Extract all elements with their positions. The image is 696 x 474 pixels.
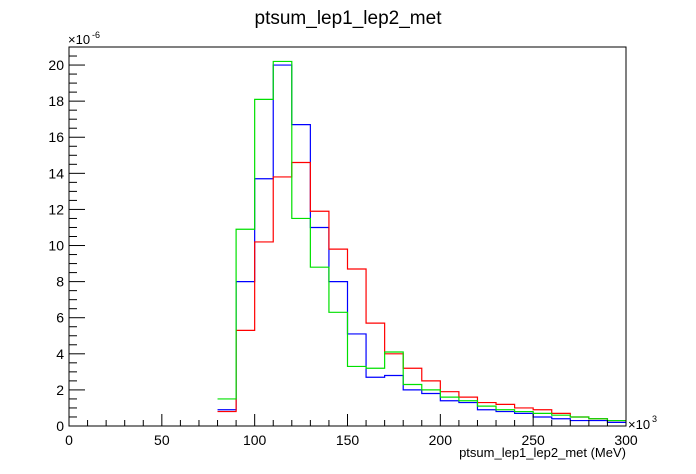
x-tick-label: 0 — [65, 432, 73, 448]
x-tick-label: 150 — [336, 432, 360, 448]
x-multiplier: ×10 3 — [628, 414, 657, 432]
y-tick-label: 16 — [48, 129, 64, 145]
x-tick-label: 100 — [243, 432, 267, 448]
plot-frame — [68, 46, 627, 427]
y-multiplier-base: ×10 — [68, 32, 90, 47]
x-tick-label: 300 — [614, 432, 638, 448]
x-multiplier-base: ×10 — [628, 417, 650, 432]
y-multiplier-exponent: -6 — [92, 30, 100, 40]
histogram-series-3 — [217, 60, 626, 422]
y-tick-label: 6 — [56, 310, 64, 326]
y-tick-label: 2 — [56, 382, 64, 398]
y-tick-label: 20 — [48, 57, 64, 73]
y-tick-label: 4 — [56, 346, 64, 362]
plot-border — [68, 46, 627, 427]
series-layer — [217, 60, 626, 423]
y-tick-label: 8 — [56, 274, 64, 290]
y-tick-label: 18 — [48, 93, 64, 109]
x-tick-label: 250 — [521, 432, 545, 448]
chart-title: ptsum_lep1_lep2_met — [255, 8, 443, 29]
histogram-series-2 — [217, 161, 626, 422]
y-tick-label: 12 — [48, 201, 64, 217]
y-tick-label: 14 — [48, 165, 64, 181]
y-multiplier: ×10 -6 — [68, 30, 100, 47]
y-tick-label: 10 — [48, 238, 64, 254]
x-multiplier-exponent: 3 — [652, 414, 657, 424]
x-axis: 0 50 100 150 200 250 300 — [65, 414, 638, 448]
y-axis: 0 2 4 6 8 10 12 14 16 18 20 — [48, 46, 85, 434]
x-tick-label: 50 — [154, 432, 170, 448]
x-axis-title: ptsum_lep1_lep2_met (MeV) — [459, 445, 626, 460]
x-tick-label: 200 — [429, 432, 453, 448]
y-tick-label: 0 — [56, 418, 64, 434]
